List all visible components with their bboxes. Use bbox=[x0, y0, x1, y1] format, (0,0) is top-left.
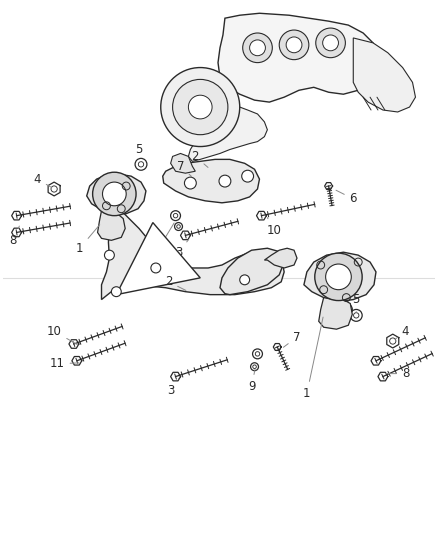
Text: 7: 7 bbox=[177, 160, 191, 176]
Circle shape bbox=[151, 263, 161, 273]
Text: 6: 6 bbox=[336, 190, 357, 205]
Text: 4: 4 bbox=[395, 325, 410, 340]
Polygon shape bbox=[218, 13, 378, 102]
Polygon shape bbox=[319, 297, 352, 329]
Polygon shape bbox=[98, 211, 125, 240]
Text: 10: 10 bbox=[267, 217, 282, 237]
Text: 4: 4 bbox=[34, 173, 52, 188]
Text: 3: 3 bbox=[167, 378, 179, 397]
Circle shape bbox=[173, 79, 228, 135]
Polygon shape bbox=[220, 248, 284, 295]
Text: 5: 5 bbox=[353, 293, 360, 312]
Circle shape bbox=[242, 170, 254, 182]
Text: 2: 2 bbox=[165, 276, 186, 290]
Circle shape bbox=[184, 177, 196, 189]
Circle shape bbox=[243, 33, 272, 62]
Circle shape bbox=[161, 68, 240, 147]
Text: 2: 2 bbox=[191, 150, 208, 167]
Polygon shape bbox=[171, 154, 195, 173]
Circle shape bbox=[250, 40, 265, 56]
Polygon shape bbox=[87, 174, 146, 214]
Text: 7: 7 bbox=[283, 330, 301, 348]
Text: 11: 11 bbox=[49, 357, 79, 370]
Polygon shape bbox=[304, 252, 376, 302]
Circle shape bbox=[188, 95, 212, 119]
Text: 9: 9 bbox=[155, 223, 174, 255]
Circle shape bbox=[105, 250, 114, 260]
Circle shape bbox=[286, 37, 302, 53]
Text: 1: 1 bbox=[76, 225, 100, 255]
Text: 3: 3 bbox=[175, 239, 189, 259]
Text: 10: 10 bbox=[47, 325, 78, 345]
Text: 8: 8 bbox=[9, 226, 19, 247]
Polygon shape bbox=[102, 211, 284, 300]
Polygon shape bbox=[265, 248, 297, 268]
Polygon shape bbox=[188, 77, 267, 161]
Circle shape bbox=[240, 275, 250, 285]
Circle shape bbox=[219, 175, 231, 187]
Circle shape bbox=[92, 172, 136, 216]
Text: 5: 5 bbox=[135, 143, 143, 161]
Circle shape bbox=[102, 182, 126, 206]
Polygon shape bbox=[117, 223, 200, 295]
Circle shape bbox=[279, 30, 309, 60]
Circle shape bbox=[323, 35, 339, 51]
Circle shape bbox=[315, 253, 362, 301]
Polygon shape bbox=[353, 38, 416, 112]
Polygon shape bbox=[163, 159, 259, 203]
Circle shape bbox=[111, 287, 121, 296]
Circle shape bbox=[316, 28, 346, 58]
Text: 9: 9 bbox=[248, 369, 255, 393]
Circle shape bbox=[325, 264, 351, 290]
Text: 1: 1 bbox=[303, 317, 323, 400]
Text: 8: 8 bbox=[386, 367, 409, 380]
